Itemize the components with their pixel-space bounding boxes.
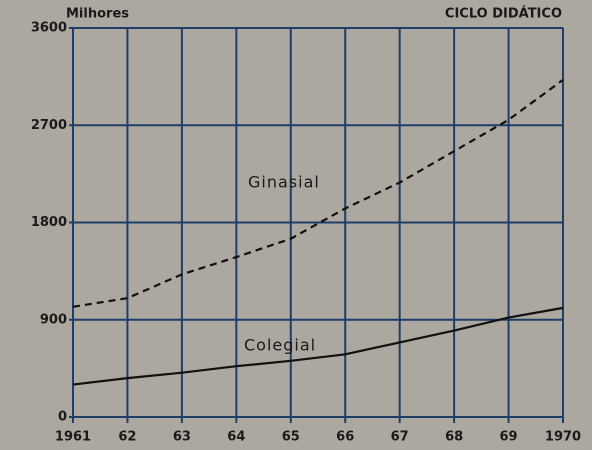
y-tick-label: 1800 — [31, 215, 67, 230]
line-series — [72, 78, 564, 308]
x-tick-label: 67 — [391, 430, 409, 445]
line-series — [72, 306, 564, 386]
y-tick-label: 0 — [58, 410, 67, 425]
x-tick-label: 68 — [445, 430, 463, 445]
x-tick-label: 63 — [173, 430, 191, 445]
x-tick-label: 64 — [227, 430, 245, 445]
chart-title: CICLO DIDÁTICO — [445, 6, 562, 22]
x-tick-label: 69 — [500, 430, 518, 445]
series-label: Ginasial — [248, 173, 320, 192]
y-tick-label: 900 — [40, 312, 67, 327]
y-tick-label: 2700 — [31, 118, 67, 133]
x-tick-label: 65 — [282, 430, 300, 445]
y-tick-label: 3600 — [31, 21, 67, 36]
y-axis-label: Milhores — [66, 7, 129, 22]
x-tick-label: 1961 — [55, 430, 91, 445]
x-tick-label: 66 — [336, 430, 354, 445]
series-label: Colegial — [244, 336, 316, 355]
x-tick-label: 62 — [118, 430, 136, 445]
x-tick-label: 1970 — [545, 430, 581, 445]
